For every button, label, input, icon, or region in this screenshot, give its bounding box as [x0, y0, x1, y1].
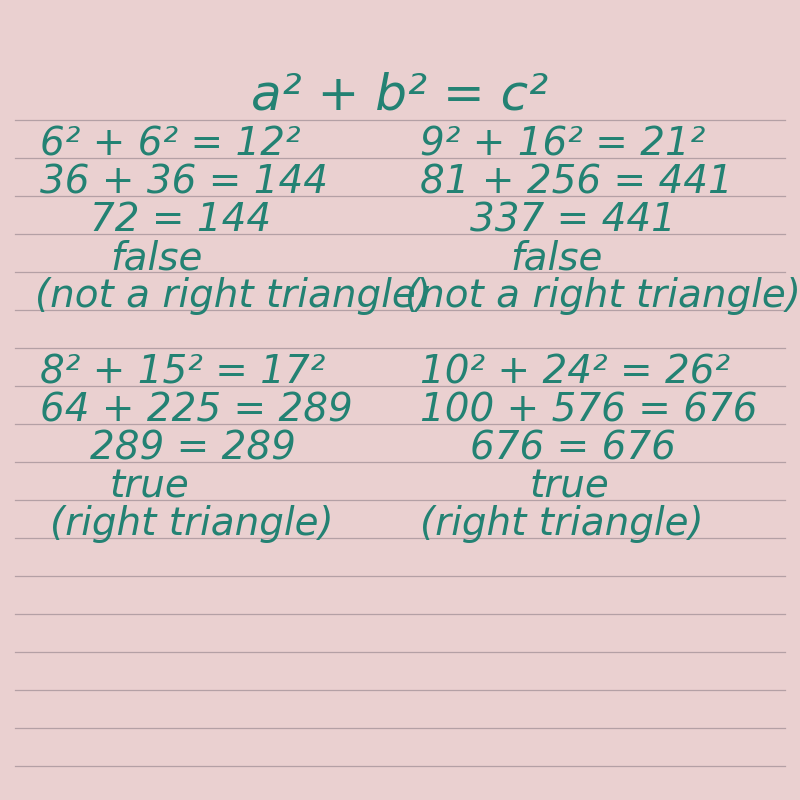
Text: 337 = 441: 337 = 441	[470, 201, 676, 239]
Text: (right triangle): (right triangle)	[420, 505, 704, 543]
Text: 72 = 144: 72 = 144	[90, 201, 271, 239]
Text: true: true	[110, 467, 190, 505]
Text: 676 = 676: 676 = 676	[470, 429, 676, 467]
Text: 36 + 36 = 144: 36 + 36 = 144	[40, 163, 328, 201]
Text: (not a right triangle): (not a right triangle)	[405, 277, 800, 315]
Text: 10² + 24² = 26²: 10² + 24² = 26²	[420, 353, 730, 391]
Text: 6² + 6² = 12²: 6² + 6² = 12²	[40, 125, 301, 163]
Text: false: false	[510, 239, 602, 277]
Text: (not a right triangle): (not a right triangle)	[35, 277, 431, 315]
Text: 81 + 256 = 441: 81 + 256 = 441	[420, 163, 733, 201]
Text: false: false	[110, 239, 202, 277]
Text: a² + b² = c²: a² + b² = c²	[251, 71, 549, 119]
Text: true: true	[530, 467, 610, 505]
Text: 289 = 289: 289 = 289	[90, 429, 296, 467]
Text: 9² + 16² = 21²: 9² + 16² = 21²	[420, 125, 706, 163]
Text: 64 + 225 = 289: 64 + 225 = 289	[40, 391, 353, 429]
Text: 100 + 576 = 676: 100 + 576 = 676	[420, 391, 758, 429]
Text: (right triangle): (right triangle)	[50, 505, 334, 543]
Text: 8² + 15² = 17²: 8² + 15² = 17²	[40, 353, 326, 391]
